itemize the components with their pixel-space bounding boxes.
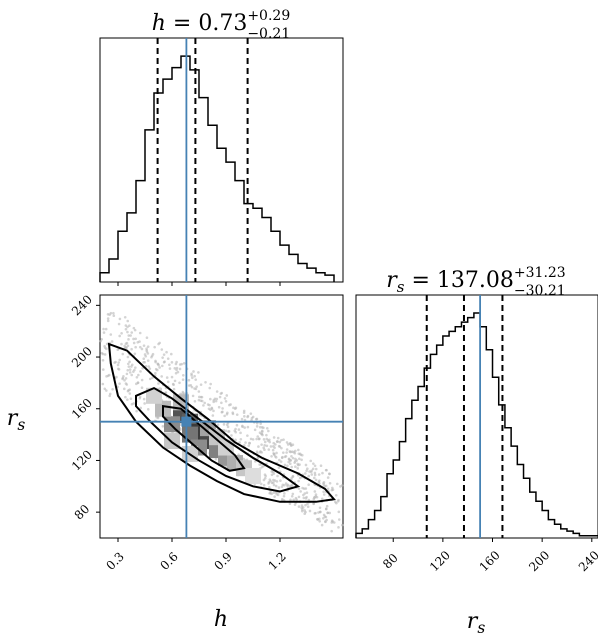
h-marginal-frame bbox=[99, 37, 344, 283]
rs-marginal-frame bbox=[355, 294, 598, 539]
rs-xtick-label-4: 240 bbox=[576, 548, 598, 574]
density-cell-11 bbox=[173, 394, 189, 411]
rs-xtick-label-0: 80 bbox=[380, 551, 401, 572]
h-marginal-histogram-line bbox=[99, 55, 335, 282]
joint-ytick-label-0: 80 bbox=[72, 502, 93, 523]
y-axis-label-rs: rs bbox=[7, 406, 26, 434]
joint-ytick-label-1: 120 bbox=[69, 447, 95, 473]
joint-frame bbox=[99, 294, 344, 539]
x-axis-label-rs: rs bbox=[467, 609, 486, 635]
rs-xtick-label-3: 200 bbox=[526, 548, 552, 574]
rs-xtick-label-2: 160 bbox=[477, 548, 503, 574]
joint-xtick-label-2: 0.9 bbox=[211, 549, 234, 572]
x-axis-label-h: h bbox=[214, 607, 228, 632]
rs-marginal-histogram-line bbox=[355, 312, 598, 538]
joint-ytick-label-4: 240 bbox=[69, 292, 95, 318]
rs-title: rs = 137.08+31.23 −30.21 bbox=[386, 265, 565, 299]
joint-ytick-label-3: 200 bbox=[69, 344, 95, 370]
joint-xtick-label-0: 0.3 bbox=[103, 549, 126, 572]
joint-xtick-label-1: 0.6 bbox=[157, 549, 180, 572]
density-cell-15 bbox=[146, 387, 162, 404]
density-cell-17 bbox=[245, 467, 261, 484]
joint-truth-marker bbox=[181, 416, 192, 427]
rs-xtick-label-1: 120 bbox=[427, 548, 453, 574]
joint-ytick-label-2: 160 bbox=[69, 396, 95, 422]
h-title: h = 0.73+0.29 −0.21 bbox=[152, 8, 290, 42]
joint-xtick-label-3: 1.2 bbox=[265, 549, 288, 572]
